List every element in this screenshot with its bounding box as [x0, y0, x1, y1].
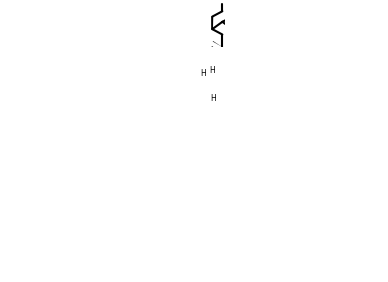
Text: H: H	[210, 66, 215, 75]
Polygon shape	[187, 83, 192, 91]
Polygon shape	[212, 76, 213, 78]
Polygon shape	[212, 47, 213, 60]
Polygon shape	[212, 17, 213, 29]
Text: H: H	[201, 69, 206, 78]
Text: H: H	[211, 94, 217, 103]
